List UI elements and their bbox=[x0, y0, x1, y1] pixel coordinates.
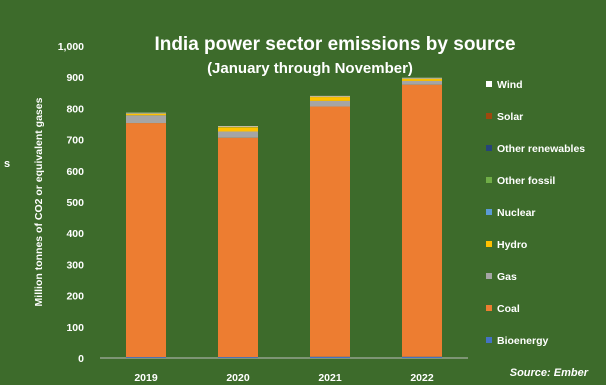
legend-swatch bbox=[486, 209, 492, 215]
bar-segment-wind bbox=[310, 95, 350, 97]
y-tick-label: 600 bbox=[66, 166, 84, 178]
y-tick-label: 800 bbox=[66, 103, 84, 115]
bar-segment-solar bbox=[126, 113, 166, 114]
legend-label: Bioenergy bbox=[497, 335, 549, 347]
legend-swatch bbox=[486, 273, 492, 279]
bar-segment-bioenergy bbox=[126, 357, 166, 358]
y-tick-label: 100 bbox=[66, 322, 84, 334]
bar-segment-hydro bbox=[402, 78, 442, 81]
y-tick-label: 400 bbox=[66, 228, 84, 240]
bar-segment-bioenergy bbox=[402, 356, 442, 358]
legend-label: Hydro bbox=[497, 239, 527, 251]
x-axis: 2019 2020 2021 2022 bbox=[134, 372, 434, 384]
bar-segment-wind bbox=[126, 112, 166, 114]
y-tick-label: 1,000 bbox=[58, 41, 84, 53]
legend-label: Nuclear bbox=[497, 207, 536, 219]
bar-segment-coal bbox=[218, 137, 258, 358]
legend-swatch bbox=[486, 177, 492, 183]
y-axis-label: Million tonnes of CO2 or equivalent gase… bbox=[33, 97, 45, 306]
bar-segment-solar bbox=[310, 96, 350, 97]
legend-label: Solar bbox=[497, 111, 523, 123]
legend-label: Other renewables bbox=[497, 143, 585, 155]
chart-subtitle: (January through November) bbox=[207, 60, 413, 77]
bar-segment-gas bbox=[218, 131, 258, 138]
legend-label: Gas bbox=[497, 271, 517, 283]
legend-swatch bbox=[486, 305, 492, 311]
bar-segment-other-fossil bbox=[310, 96, 350, 98]
bar-segment-gas bbox=[402, 80, 442, 85]
legend-swatch bbox=[486, 241, 492, 247]
bar-segment-coal bbox=[402, 84, 442, 357]
x-tick-label: 2019 bbox=[134, 372, 158, 384]
bars-group bbox=[126, 77, 442, 358]
legend-swatch bbox=[486, 145, 492, 151]
legend-swatch bbox=[486, 113, 492, 119]
left-edge-glyph: s bbox=[4, 158, 10, 170]
y-tick-label: 700 bbox=[66, 135, 84, 147]
bar-segment-bioenergy bbox=[218, 357, 258, 358]
y-tick-label: 0 bbox=[78, 353, 84, 365]
legend: Wind Solar Other renewables Other fossil Nuc… bbox=[486, 79, 585, 347]
bar-segment-other-fossil bbox=[218, 126, 258, 128]
bar-segment-other-fossil bbox=[126, 113, 166, 114]
y-tick-label: 300 bbox=[66, 259, 84, 271]
bar-segment-gas bbox=[126, 115, 166, 124]
y-tick-label: 900 bbox=[66, 72, 84, 84]
y-axis: 0 100 200 300 400 500 600 700 800 900 1,000 bbox=[58, 41, 468, 365]
y-tick-label: 500 bbox=[66, 197, 84, 209]
bar-segment-hydro bbox=[310, 96, 350, 101]
bar-segment-solar bbox=[218, 126, 258, 128]
legend-label: Coal bbox=[497, 303, 520, 315]
bar-segment-gas bbox=[310, 100, 350, 107]
bar-segment-coal bbox=[310, 106, 350, 357]
bar-segment-wind bbox=[218, 126, 258, 127]
legend-swatch bbox=[486, 81, 492, 87]
legend-label: Wind bbox=[497, 79, 523, 91]
x-tick-label: 2020 bbox=[226, 372, 250, 384]
legend-label: Other fossil bbox=[497, 175, 555, 187]
bar-segment-hydro bbox=[218, 127, 258, 132]
source-note: Source: Ember bbox=[510, 367, 589, 379]
chart-title: India power sector emissions by source bbox=[154, 34, 515, 55]
bar-segment-bioenergy bbox=[310, 356, 350, 358]
bar-segment-solar bbox=[402, 78, 442, 79]
y-tick-label: 200 bbox=[66, 291, 84, 303]
x-tick-label: 2021 bbox=[318, 372, 342, 384]
bar-segment-hydro bbox=[126, 113, 166, 116]
x-tick-label: 2022 bbox=[410, 372, 434, 384]
bar-segment-coal bbox=[126, 123, 166, 358]
legend-swatch bbox=[486, 337, 492, 343]
bar-segment-wind bbox=[402, 77, 442, 79]
bar-segment-other-fossil bbox=[402, 78, 442, 80]
